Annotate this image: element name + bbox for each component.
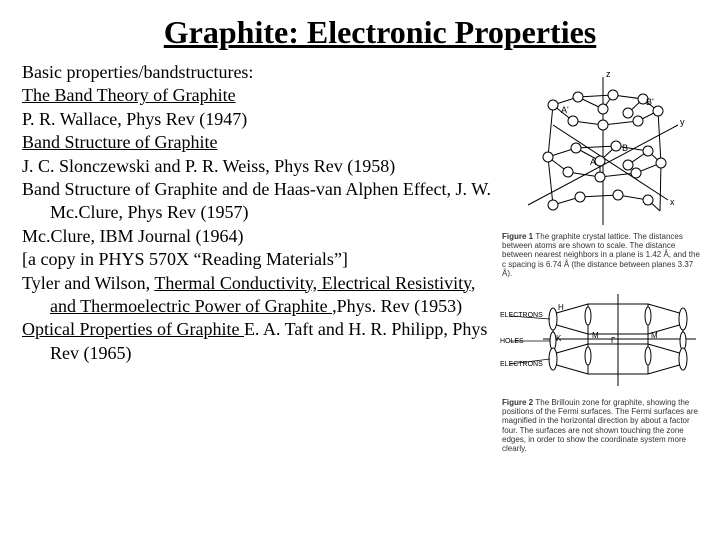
svg-text:A: A	[590, 157, 596, 167]
ref-author-1: P. R. Wallace, Phys Rev (1947)	[22, 108, 492, 131]
ref-9-link: Optical Properties of Graphite	[22, 319, 244, 339]
ref-line-9: Optical Properties of Graphite E. A. Taf…	[22, 318, 492, 365]
ref-line-8: Tyler and Wilson, Thermal Conductivity, …	[22, 272, 492, 319]
ref-8-suffix: ,Phys. Rev (1953)	[332, 296, 462, 316]
electrons-label-2: ELECTRONS	[500, 361, 543, 368]
electrons-label: ELECTRONS	[500, 312, 543, 319]
svg-text:y: y	[680, 117, 685, 127]
figure-2-caption: Figure 2 The Brillouin zone for graphite…	[498, 396, 708, 453]
references-column: Basic properties/bandstructures: The Ban…	[22, 61, 492, 461]
figure-1-label: Figure 1	[502, 232, 533, 241]
svg-text:B: B	[622, 143, 628, 153]
ref-link-2: Band Structure of Graphite	[22, 131, 492, 154]
svg-text:z: z	[606, 69, 611, 79]
figure-2: ELECTRONS HOLES ELECTRONS Γ M K H M Figu…	[498, 286, 708, 453]
svg-text:B': B'	[646, 97, 654, 107]
svg-text:M: M	[651, 331, 658, 340]
holes-label: HOLES	[500, 338, 524, 345]
figures-column: z y x A B A' B' Figure 1 The graphite cr…	[492, 61, 720, 461]
ref-note: [a copy in PHYS 570X “Reading Materials”…	[22, 248, 492, 271]
figure-1: z y x A B A' B' Figure 1 The graphite cr…	[498, 65, 708, 278]
svg-text:H: H	[558, 303, 564, 312]
lattice-diagram: z y x A B A' B'	[498, 65, 708, 230]
svg-text:x: x	[670, 197, 675, 207]
ref-line-5: Band Structure of Graphite and de Haas-v…	[22, 178, 492, 225]
ref-8-prefix: Tyler and Wilson,	[22, 273, 154, 293]
line-heading: Basic properties/bandstructures:	[22, 61, 492, 84]
figure-1-caption: Figure 1 The graphite crystal lattice. T…	[498, 230, 708, 278]
figure-2-text: The Brillouin zone for graphite, showing…	[502, 398, 698, 453]
page-title: Graphite: Electronic Properties	[0, 0, 720, 61]
svg-text:M: M	[592, 331, 599, 340]
content-row: Basic properties/bandstructures: The Ban…	[0, 61, 720, 461]
figure-2-label: Figure 2	[502, 398, 533, 407]
ref-author-2: J. C. Slonczewski and P. R. Weiss, Phys …	[22, 155, 492, 178]
ref-line-6: Mc.Clure, IBM Journal (1964)	[22, 225, 492, 248]
brillouin-diagram: ELECTRONS HOLES ELECTRONS Γ M K H M	[498, 286, 708, 396]
svg-text:Γ: Γ	[611, 336, 616, 345]
svg-text:K: K	[556, 334, 562, 343]
svg-text:A': A'	[561, 105, 569, 115]
ref-link-1: The Band Theory of Graphite	[22, 84, 492, 107]
